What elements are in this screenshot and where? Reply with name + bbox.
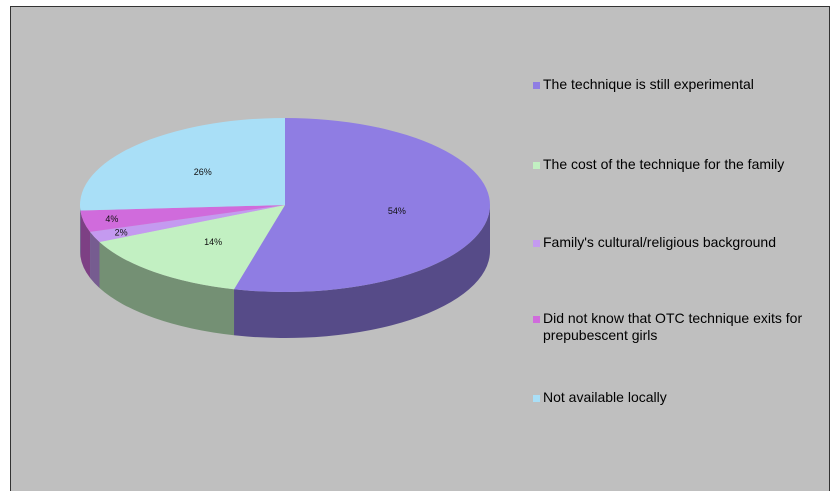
slice-label-0: 54% (388, 206, 406, 216)
pie-side-0 (234, 205, 490, 338)
legend-item: Not available locally (533, 389, 667, 406)
pie-slice-0 (234, 118, 491, 292)
pie-side-2 (90, 231, 100, 289)
legend-swatch (533, 240, 540, 247)
legend-label: Did not know that OTC technique exits fo… (543, 310, 803, 343)
legend-item: Family's cultural/religious background (533, 234, 776, 251)
pie-slice-4 (79, 118, 285, 211)
slice-label-3: 4% (105, 214, 118, 224)
legend-label: Family's cultural/religious background (543, 234, 776, 250)
legend-item: The cost of the technique for the family (533, 156, 784, 173)
legend-label: The technique is still experimental (543, 76, 754, 92)
pie-side-3 (80, 210, 91, 278)
legend-swatch (533, 82, 540, 89)
legend-swatch (533, 162, 540, 169)
slice-label-4: 26% (194, 167, 212, 177)
pie-slice-1 (99, 205, 285, 290)
slice-label-2: 2% (115, 228, 128, 238)
pie-slice-3 (80, 205, 286, 232)
slice-label-1: 14% (204, 237, 222, 247)
pie-side-1 (99, 242, 235, 336)
legend-item: Did not know that OTC technique exits fo… (533, 310, 823, 344)
legend-swatch (533, 395, 540, 402)
legend-label: The cost of the technique for the family (543, 156, 785, 172)
legend-label: Not available locally (543, 389, 667, 405)
pie-slice-2 (90, 205, 285, 243)
legend-item: The technique is still experimental (533, 76, 754, 93)
legend-swatch (533, 316, 540, 323)
